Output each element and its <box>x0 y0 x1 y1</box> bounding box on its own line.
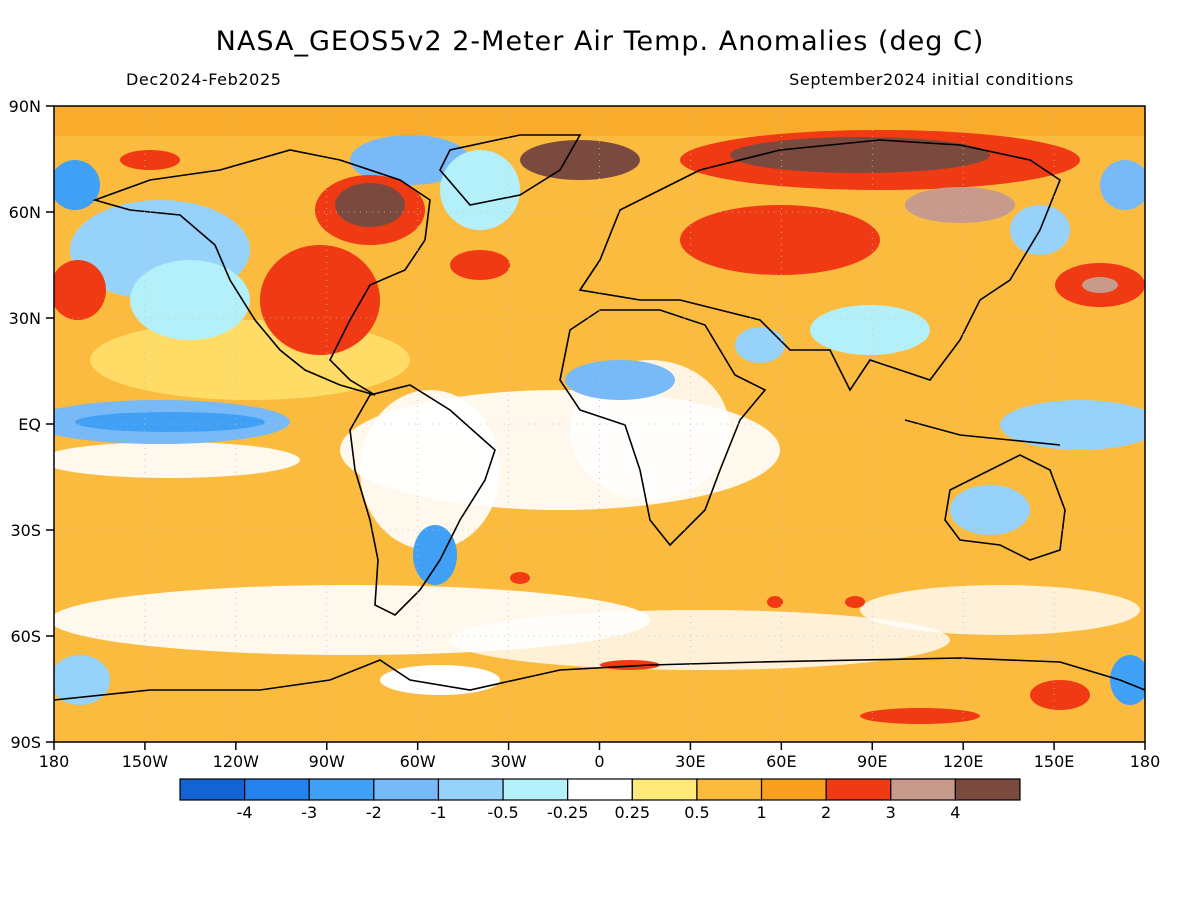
colorbar-swatch <box>696 778 763 801</box>
colorbar-label: 4 <box>950 803 960 822</box>
initial-conditions: September2024 initial conditions <box>789 70 1074 89</box>
longitude-label: 0 <box>594 752 604 771</box>
indonesia-coast <box>904 419 1061 446</box>
colorbar-label: -2 <box>366 803 382 822</box>
colorbar-label: -1 <box>430 803 446 822</box>
longitude-label: 180 <box>39 752 70 771</box>
colorbar-swatch <box>437 778 504 801</box>
colorbar-swatch <box>244 778 310 801</box>
south-america-coast <box>349 384 496 616</box>
latitude-label: 90N <box>9 97 41 116</box>
longitude-label: 180 <box>1130 752 1161 771</box>
longitude-label: 120W <box>213 752 260 771</box>
colorbar-swatch <box>954 778 1021 801</box>
latitude-label: EQ <box>18 415 41 434</box>
latitude-label: 30N <box>9 309 41 328</box>
longitude-label: 90W <box>309 752 345 771</box>
colorbar-swatch <box>631 778 698 801</box>
eurasia-coast <box>578 139 1061 392</box>
colorbar-label: -0.25 <box>547 803 588 822</box>
longitude-labels: 180 150W 120W 90W 60W 30W 0 30E 60E 90E 120E 150E 18… <box>39 752 1161 771</box>
colorbar-swatch <box>825 778 892 801</box>
longitude-label: 150W <box>122 752 169 771</box>
colorbar-label: 1 <box>756 803 766 822</box>
antarctica-coast <box>54 657 1145 701</box>
latitude-label: 30S <box>10 521 41 540</box>
colorbar-swatch <box>308 778 375 801</box>
colorbar-label: 3 <box>886 803 896 822</box>
longitude-label: 30E <box>675 752 705 771</box>
longitude-label: 60E <box>766 752 796 771</box>
graticule <box>54 106 1145 742</box>
colorbar-label: -3 <box>301 803 317 822</box>
coastlines <box>54 134 1145 701</box>
colorbar-label: 2 <box>821 803 831 822</box>
latitude-label: 60S <box>10 627 41 646</box>
africa-coast <box>559 309 767 547</box>
longitude-label: 90E <box>857 752 887 771</box>
colorbar-swatch <box>373 778 440 801</box>
colorbar-label: 0.5 <box>684 803 709 822</box>
longitude-label: 60W <box>400 752 436 771</box>
axis-ticks <box>46 105 1146 750</box>
colorbar-swatch <box>502 778 569 801</box>
forecast-period: Dec2024-Feb2025 <box>126 70 282 89</box>
colorbar-label: -0.5 <box>487 803 518 822</box>
colorbar <box>179 778 1021 801</box>
map-title: NASA_GEOS5v2 2-Meter Air Temp. Anomalies… <box>215 26 985 57</box>
colorbar-label: -4 <box>237 803 253 822</box>
north-america-coast <box>92 149 431 396</box>
colorbar-labels: -4 -3 -2 -1 -0.5 -0.25 0.25 0.5 1 2 3 4 <box>237 803 961 822</box>
colorbar-swatch <box>567 778 633 801</box>
australia-coast <box>944 454 1066 561</box>
longitude-label: 120E <box>943 752 984 771</box>
colorbar-swatch <box>179 778 246 801</box>
longitude-label: 30W <box>490 752 526 771</box>
colorbar-label: 0.25 <box>614 803 650 822</box>
greenland-coast <box>439 134 582 206</box>
colorbar-swatch <box>890 778 956 801</box>
longitude-label: 150E <box>1034 752 1075 771</box>
latitude-label: 60N <box>9 203 41 222</box>
colorbar-swatch <box>760 778 827 801</box>
latitude-label: 90S <box>10 733 41 752</box>
latitude-labels: 90N 60N 30N EQ 30S 60S 90S <box>9 97 41 752</box>
